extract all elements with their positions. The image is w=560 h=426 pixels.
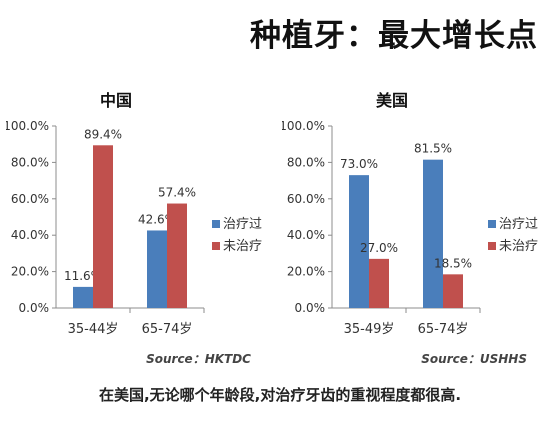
data-label-china: 42.6%	[138, 212, 176, 226]
page-headline: 种植牙：最大增长点	[250, 18, 538, 54]
data-label-usa: 27.0%	[360, 241, 398, 255]
legend-swatch-usa	[488, 220, 496, 228]
y-tick-label-china: 40.0%	[11, 228, 49, 242]
legend-label-china: 治疗过	[223, 217, 262, 232]
legend-swatch-usa	[488, 242, 496, 250]
y-tick-label-china: 0.0%	[19, 301, 50, 315]
data-label-china: 89.4%	[84, 127, 122, 141]
data-label-usa: 18.5%	[434, 256, 472, 270]
data-label-usa: 81.5%	[414, 142, 452, 156]
legend-label-usa: 治疗过	[499, 217, 538, 232]
y-tick-label-usa: 80.0%	[287, 155, 325, 169]
caption-text: 在美国,无论哪个年龄段,对治疗牙齿的重视程度都很高.	[98, 386, 462, 404]
chart-title-usa: 美国	[376, 91, 408, 110]
legend-swatch-china	[212, 220, 220, 228]
y-tick-label-china: 80.0%	[11, 155, 49, 169]
chart-svg-usa: 美国 0.0% 20.0% 40.0% 60.0% 80.0% 100.0% 73.0% 27.…	[282, 91, 538, 366]
y-tick-label-usa: 60.0%	[287, 192, 325, 206]
y-tick-label-usa: 100.0%	[282, 119, 325, 133]
x-category-label-china: 35-44岁	[68, 322, 119, 337]
data-label-china: 11.6%	[64, 269, 102, 283]
data-label-china: 57.4%	[158, 186, 196, 200]
x-category-label-usa: 65-74岁	[418, 322, 469, 337]
legend-swatch-china	[212, 242, 220, 250]
legend-label-china: 未治疗	[223, 239, 262, 254]
x-category-label-china: 65-74岁	[142, 322, 193, 337]
y-tick-label-usa: 20.0%	[287, 265, 325, 279]
bar-china-0-0	[73, 286, 93, 308]
data-label-usa: 73.0%	[340, 157, 378, 171]
bar-china-1-1	[167, 203, 187, 308]
bar-usa-0-0	[349, 175, 369, 308]
y-tick-label-usa: 40.0%	[287, 228, 325, 242]
y-tick-label-china: 20.0%	[11, 265, 49, 279]
source-note-china: Source：HKTDC	[146, 352, 251, 366]
bar-china-1-0	[93, 145, 113, 308]
chart-panel-usa: 美国 0.0% 20.0% 40.0% 60.0% 80.0% 100.0% 73.0% 27.…	[282, 78, 550, 370]
bar-usa-1-0	[369, 258, 389, 308]
bar-usa-0-1	[423, 159, 443, 308]
bar-usa-1-1	[443, 274, 463, 308]
y-tick-label-usa: 0.0%	[295, 301, 326, 315]
y-tick-label-china: 100.0%	[6, 119, 49, 133]
y-tick-label-china: 60.0%	[11, 192, 49, 206]
x-category-label-usa: 35-49岁	[344, 322, 395, 337]
chart-svg-china: 中国 0.0% 20.0% 40.0% 60.0% 80.0% 100.0% 11.6% 89.…	[6, 91, 262, 366]
chart-panel-china: 中国 0.0% 20.0% 40.0% 60.0% 80.0% 100.0% 11.6% 89.…	[6, 78, 274, 370]
bar-china-0-1	[147, 230, 167, 308]
legend-label-usa: 未治疗	[499, 239, 538, 254]
source-note-usa: Source：USHHS	[421, 352, 527, 366]
chart-title-china: 中国	[100, 91, 132, 110]
